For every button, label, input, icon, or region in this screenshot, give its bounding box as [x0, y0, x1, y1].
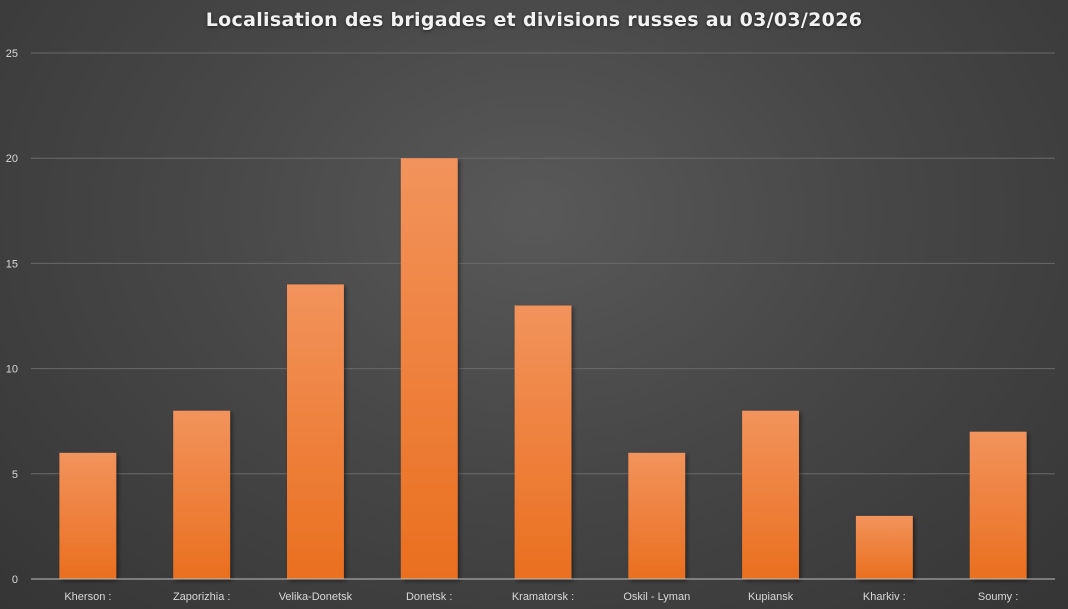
x-tick-label: Soumy : — [978, 591, 1018, 603]
bar-5 — [514, 305, 572, 579]
bars — [59, 158, 1027, 579]
y-tick-label: 5 — [12, 469, 18, 481]
x-tick-label: Zaporizhia : — [173, 591, 230, 603]
bar-6 — [628, 452, 686, 579]
bar-2 — [173, 410, 231, 579]
chart-title: Localisation des brigades et divisions r… — [205, 9, 863, 31]
bar-4 — [400, 158, 458, 579]
axes: 0 5 10 15 20 25 Kherson : Zaporizhia : Velika-Do… — [6, 48, 1055, 603]
x-tick-label: Oskil - Lyman — [623, 591, 690, 603]
bar-1 — [59, 452, 117, 579]
y-tick-label: 0 — [12, 574, 18, 586]
x-tick-label: Kupiansk — [748, 591, 794, 603]
y-tick-label: 25 — [6, 48, 18, 60]
x-tick-label: Velika-Donetsk — [279, 591, 353, 603]
bar-3 — [287, 284, 344, 579]
bar-7 — [742, 410, 799, 579]
x-tick-label: Kherson : — [64, 591, 111, 603]
x-tick-label: Kramatorsk : — [512, 591, 574, 603]
x-tick-label: Kharkiv : — [863, 591, 906, 603]
bar-8 — [855, 515, 913, 579]
bar-9 — [969, 431, 1027, 579]
y-tick-label: 20 — [6, 153, 18, 165]
y-tick-label: 10 — [6, 364, 18, 376]
x-tick-label: Donetsk : — [406, 591, 452, 603]
y-tick-label: 15 — [6, 258, 18, 270]
